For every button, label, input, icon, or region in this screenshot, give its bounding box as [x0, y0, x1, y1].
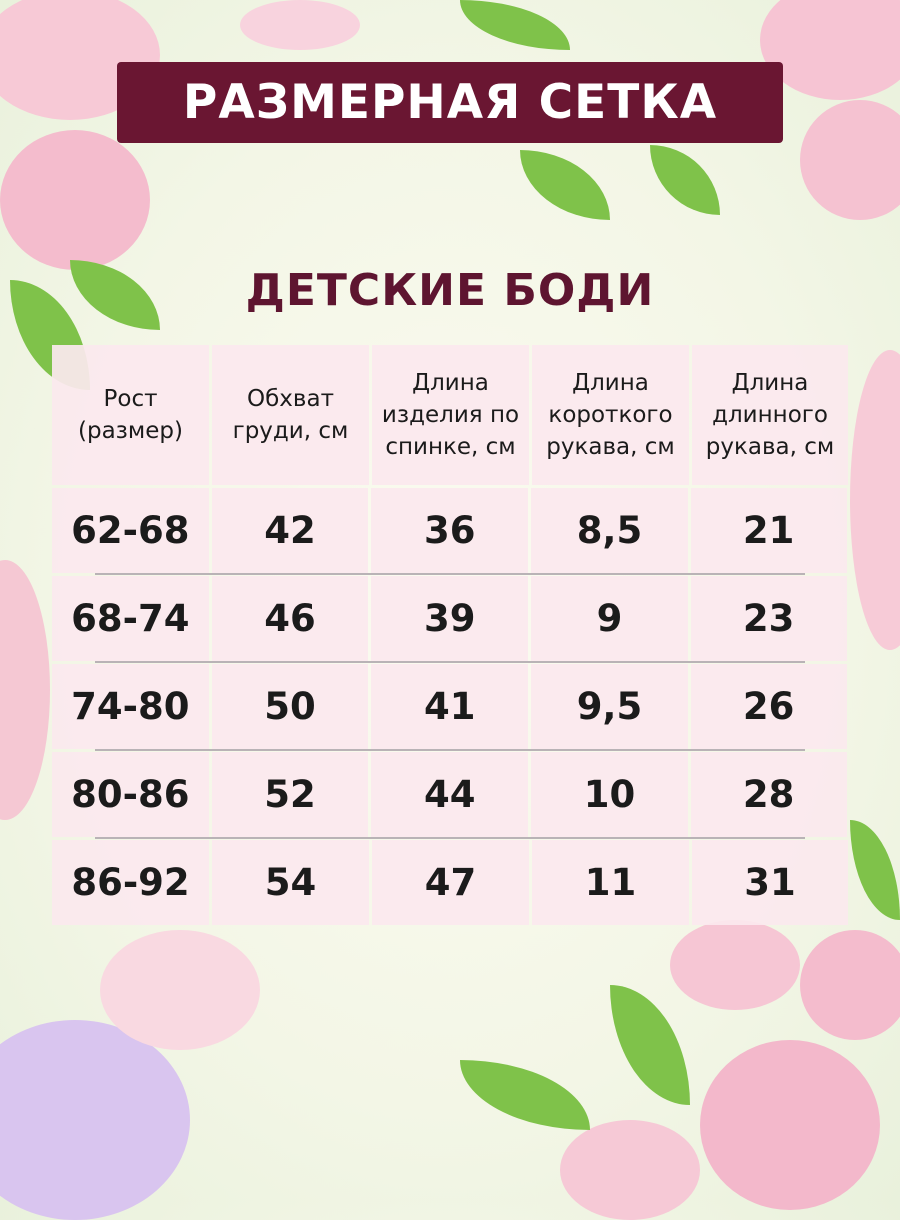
cell-height: 86-92 [52, 840, 209, 925]
cell-back-length: 44 [371, 752, 529, 837]
header-height: Рост (размер) [52, 345, 209, 485]
cell-long-sleeve: 31 [692, 840, 848, 925]
page-title: РАЗМЕРНАЯ СЕТКА [182, 75, 718, 130]
table-row: 74-80 50 41 9,5 26 [52, 664, 848, 751]
table-row: 62-68 42 36 8,5 21 [52, 488, 848, 575]
leaf-icon [460, 0, 570, 50]
flower-blossom-icon [800, 930, 900, 1040]
size-table: Рост (размер) Обхват груди, см Длина изд… [52, 345, 848, 928]
flower-blossom-icon [670, 920, 800, 1010]
cell-short-sleeve: 9 [531, 576, 688, 661]
cell-back-length: 47 [372, 840, 529, 925]
leaf-icon [610, 985, 690, 1105]
flower-blossom-icon [850, 350, 900, 650]
cell-long-sleeve: 21 [690, 488, 847, 573]
flower-blossom-icon [0, 1020, 190, 1220]
leaf-icon [460, 1060, 590, 1130]
cell-long-sleeve: 23 [690, 576, 847, 661]
cell-height: 80-86 [52, 752, 209, 837]
cell-chest: 52 [211, 752, 369, 837]
cell-chest: 50 [211, 664, 369, 749]
leaf-icon [850, 820, 900, 920]
cell-long-sleeve: 28 [690, 752, 847, 837]
row-divider [95, 661, 805, 663]
flower-blossom-icon [560, 1120, 700, 1220]
table-row: 86-92 54 47 11 31 [52, 840, 848, 925]
table-row: 80-86 52 44 10 28 [52, 752, 848, 839]
cell-chest: 54 [212, 840, 369, 925]
flower-blossom-icon [0, 130, 150, 270]
cell-chest: 42 [211, 488, 369, 573]
cell-short-sleeve: 9,5 [531, 664, 688, 749]
header-long-sleeve: Длина длинного рукава, см [692, 345, 848, 485]
header-back-length: Длина изделия по спинке, см [372, 345, 529, 485]
title-banner: РАЗМЕРНАЯ СЕТКА [117, 62, 783, 143]
cell-height: 74-80 [52, 664, 209, 749]
leaf-icon [520, 150, 610, 220]
flower-blossom-icon [100, 930, 260, 1050]
cell-height: 68-74 [52, 576, 209, 661]
flower-blossom-icon [0, 560, 50, 820]
page-subtitle: ДЕТСКИЕ БОДИ [245, 265, 655, 316]
cell-short-sleeve: 11 [532, 840, 689, 925]
flower-blossom-icon [800, 100, 900, 220]
cell-back-length: 36 [371, 488, 529, 573]
header-short-sleeve: Длина короткого рукава, см [532, 345, 689, 485]
row-divider [95, 837, 805, 839]
header-chest: Обхват груди, см [212, 345, 369, 485]
cell-back-length: 39 [371, 576, 529, 661]
row-divider [95, 749, 805, 751]
flower-blossom-icon [240, 0, 360, 50]
cell-short-sleeve: 8,5 [531, 488, 688, 573]
cell-short-sleeve: 10 [531, 752, 688, 837]
table-header-row: Рост (размер) Обхват груди, см Длина изд… [52, 345, 848, 485]
row-divider [95, 573, 805, 575]
leaf-icon [650, 145, 720, 215]
cell-height: 62-68 [52, 488, 209, 573]
cell-long-sleeve: 26 [690, 664, 847, 749]
cell-chest: 46 [211, 576, 369, 661]
cell-back-length: 41 [371, 664, 529, 749]
table-row: 68-74 46 39 9 23 [52, 576, 848, 663]
flower-blossom-icon [700, 1040, 880, 1210]
